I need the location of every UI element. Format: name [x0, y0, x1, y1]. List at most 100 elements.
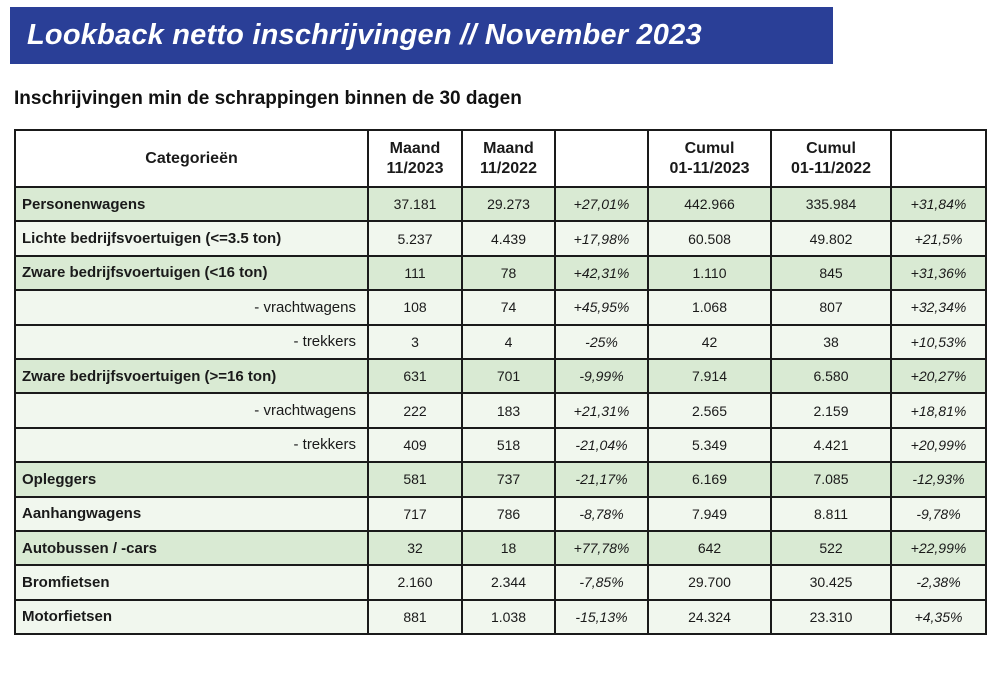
cumul-2023-cell: 642: [647, 529, 772, 567]
pct-maand-cell: -8,78%: [554, 495, 649, 532]
maand-2022-cell: 737: [461, 461, 556, 498]
pct-cumul-cell: +22,99%: [890, 529, 987, 567]
table-row: - vrachtwagens 222 183 +21,31% 2.565 2.1…: [14, 392, 987, 429]
cumul-2023-cell: 24.324: [647, 598, 772, 636]
pct-cumul-cell: +21,5%: [890, 220, 987, 257]
cumul-2023-cell: 5.349: [647, 426, 772, 464]
maand-2023-cell: 631: [367, 357, 463, 395]
maand-2023-cell: 222: [367, 392, 463, 429]
cumul-2022-cell: 38: [770, 323, 892, 360]
maand-2023-cell: 32: [367, 529, 463, 567]
cumul-2023-cell: 42: [647, 323, 772, 360]
table-row: Autobussen / -cars 32 18 +77,78% 642 522…: [14, 529, 987, 567]
header-label: 01-11/2022: [790, 159, 872, 177]
category-cell: - vrachtwagens: [14, 392, 369, 429]
pct-cumul-cell: +20,99%: [890, 426, 987, 464]
pct-cumul-cell: -9,78%: [890, 495, 987, 532]
maand-2023-cell: 717: [367, 495, 463, 532]
header-label: Maand: [389, 139, 441, 157]
maand-2022-cell: 518: [461, 426, 556, 464]
header-label: Maand: [483, 139, 534, 157]
cumul-2023-cell: 1.068: [647, 289, 772, 326]
maand-2023-cell: 108: [367, 289, 463, 326]
table-row: - trekkers 3 4 -25% 42 38 +10,53%: [14, 323, 987, 360]
cumul-2022-cell: 4.421: [770, 426, 892, 464]
cumul-2023-cell: 29.700: [647, 564, 772, 601]
maand-2023-cell: 581: [367, 461, 463, 498]
pct-maand-cell: -21,04%: [554, 426, 649, 464]
category-cell: Opleggers: [14, 461, 369, 498]
pct-maand-cell: +17,98%: [554, 220, 649, 257]
pct-cumul-cell: +18,81%: [890, 392, 987, 429]
category-cell: - vrachtwagens: [14, 289, 369, 326]
column-header-categorieen: Categorieën: [14, 129, 369, 188]
table-header: Categorieën Maand 11/2023 Maand 11/2022 …: [14, 129, 987, 188]
cumul-2023-cell: 7.949: [647, 495, 772, 532]
header-label: 11/2023: [386, 159, 444, 177]
cumul-2023-cell: 7.914: [647, 357, 772, 395]
cumul-2022-cell: 7.085: [770, 461, 892, 498]
category-cell: - trekkers: [14, 426, 369, 464]
pct-maand-cell: +77,78%: [554, 529, 649, 567]
maand-2023-cell: 3: [367, 323, 463, 360]
category-cell: - trekkers: [14, 323, 369, 360]
category-cell: Zware bedrijfsvoertuigen (<16 ton): [14, 254, 369, 292]
report-subtitle: Inschrijvingen min de schrappingen binne…: [14, 88, 522, 109]
cumul-2022-cell: 335.984: [770, 185, 892, 223]
maand-2022-cell: 29.273: [461, 185, 556, 223]
cumul-2023-cell: 442.966: [647, 185, 772, 223]
maand-2023-cell: 37.181: [367, 185, 463, 223]
cumul-2023-cell: 6.169: [647, 461, 772, 498]
pct-cumul-cell: -12,93%: [890, 461, 987, 498]
header-row: Categorieën Maand 11/2023 Maand 11/2022 …: [14, 129, 987, 188]
cumul-2022-cell: 6.580: [770, 357, 892, 395]
cumul-2023-cell: 2.565: [647, 392, 772, 429]
registrations-table: Categorieën Maand 11/2023 Maand 11/2022 …: [14, 129, 987, 636]
pct-cumul-cell: +31,36%: [890, 254, 987, 292]
cumul-2022-cell: 23.310: [770, 598, 892, 636]
pct-maand-cell: +21,31%: [554, 392, 649, 429]
column-header-maand-2023: Maand 11/2023: [367, 129, 463, 188]
pct-maand-cell: -7,85%: [554, 564, 649, 601]
cumul-2022-cell: 807: [770, 289, 892, 326]
cumul-2022-cell: 845: [770, 254, 892, 292]
table-body: Personenwagens 37.181 29.273 +27,01% 442…: [14, 185, 987, 636]
category-cell: Bromfietsen: [14, 564, 369, 601]
table-row: Motorfietsen 881 1.038 -15,13% 24.324 23…: [14, 598, 987, 636]
pct-cumul-cell: -2,38%: [890, 564, 987, 601]
maand-2023-cell: 2.160: [367, 564, 463, 601]
maand-2022-cell: 74: [461, 289, 556, 326]
pct-cumul-cell: +31,84%: [890, 185, 987, 223]
pct-cumul-cell: +32,34%: [890, 289, 987, 326]
table-row: - trekkers 409 518 -21,04% 5.349 4.421 +…: [14, 426, 987, 464]
table-row: Opleggers 581 737 -21,17% 6.169 7.085 -1…: [14, 461, 987, 498]
pct-cumul-cell: +4,35%: [890, 598, 987, 636]
category-cell: Motorfietsen: [14, 598, 369, 636]
header-label: 11/2022: [480, 159, 537, 177]
pct-cumul-cell: +20,27%: [890, 357, 987, 395]
maand-2022-cell: 701: [461, 357, 556, 395]
maand-2023-cell: 5.237: [367, 220, 463, 257]
pct-maand-cell: -25%: [554, 323, 649, 360]
table-row: Aanhangwagens 717 786 -8,78% 7.949 8.811…: [14, 495, 987, 532]
maand-2023-cell: 409: [367, 426, 463, 464]
cumul-2023-cell: 60.508: [647, 220, 772, 257]
maand-2022-cell: 18: [461, 529, 556, 567]
column-header-cumul-2022: Cumul 01-11/2022: [770, 129, 892, 188]
cumul-2022-cell: 49.802: [770, 220, 892, 257]
table-row: Personenwagens 37.181 29.273 +27,01% 442…: [14, 185, 987, 223]
pct-maand-cell: +42,31%: [554, 254, 649, 292]
report-title: Lookback netto inschrijvingen // Novembe…: [27, 19, 702, 51]
category-cell: Zware bedrijfsvoertuigen (>=16 ton): [14, 357, 369, 395]
maand-2023-cell: 881: [367, 598, 463, 636]
category-cell: Personenwagens: [14, 185, 369, 223]
cumul-2023-cell: 1.110: [647, 254, 772, 292]
maand-2023-cell: 111: [367, 254, 463, 292]
cumul-2022-cell: 8.811: [770, 495, 892, 532]
pct-maand-cell: +45,95%: [554, 289, 649, 326]
table-row: Bromfietsen 2.160 2.344 -7,85% 29.700 30…: [14, 564, 987, 601]
maand-2022-cell: 1.038: [461, 598, 556, 636]
report-title-banner: Lookback netto inschrijvingen // Novembe…: [10, 7, 833, 64]
cumul-2022-cell: 2.159: [770, 392, 892, 429]
maand-2022-cell: 78: [461, 254, 556, 292]
